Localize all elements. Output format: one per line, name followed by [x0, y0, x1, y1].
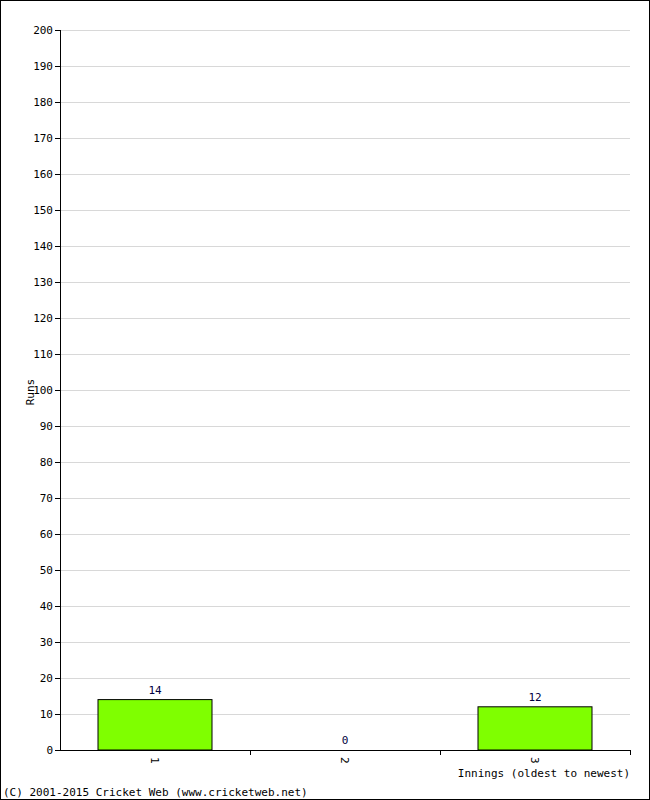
y-tick-label: 190: [33, 60, 53, 73]
y-tick-label: 130: [33, 276, 53, 289]
x-tick-label: 1: [148, 757, 161, 764]
y-tick: [55, 534, 60, 535]
grid-line: [60, 606, 630, 607]
y-tick-label: 170: [33, 132, 53, 145]
bar: [98, 700, 212, 750]
y-tick: [55, 426, 60, 427]
y-tick: [55, 174, 60, 175]
y-tick: [55, 750, 60, 751]
grid-line: [60, 138, 630, 139]
grid-line: [60, 570, 630, 571]
y-tick-label: 70: [40, 492, 53, 505]
grid-line: [60, 246, 630, 247]
y-tick-label: 180: [33, 96, 53, 109]
y-tick-label: 20: [40, 672, 53, 685]
grid-line: [60, 318, 630, 319]
y-tick: [55, 714, 60, 715]
bars: [98, 700, 592, 750]
frame: [1, 1, 650, 800]
x-axis: [60, 750, 630, 751]
chart-svg: 0102030405060708090100110120130140150160…: [0, 0, 650, 800]
y-tick-label: 30: [40, 636, 53, 649]
y-tick-label: 200: [33, 24, 53, 37]
x-axis-title: Innings (oldest to newest): [458, 767, 630, 780]
y-tick-label: 110: [33, 348, 53, 361]
data-label: 0: [342, 734, 349, 747]
y-tick-label: 160: [33, 168, 53, 181]
y-tick: [55, 642, 60, 643]
y-tick: [55, 354, 60, 355]
y-tick-label: 150: [33, 204, 53, 217]
y-tick: [55, 210, 60, 211]
y-tick-label: 60: [40, 528, 53, 541]
grid-line: [60, 102, 630, 103]
grid-line: [60, 390, 630, 391]
grid-line: [60, 462, 630, 463]
x-tick-label: 3: [528, 757, 541, 764]
y-tick-label: 90: [40, 420, 53, 433]
grid-line: [60, 66, 630, 67]
chart-container: 0102030405060708090100110120130140150160…: [0, 0, 650, 800]
bar: [478, 707, 592, 750]
grid-line: [60, 642, 630, 643]
grid-line: [60, 30, 630, 31]
y-tick: [55, 282, 60, 283]
x-tick-label: 2: [338, 757, 351, 764]
grid-line: [60, 174, 630, 175]
copyright-note: (C) 2001-2015 Cricket Web (www.cricketwe…: [3, 786, 308, 799]
y-tick: [55, 246, 60, 247]
y-tick-label: 80: [40, 456, 53, 469]
grid-line: [60, 750, 630, 751]
x-tick: [440, 750, 441, 755]
data-label: 12: [528, 691, 541, 704]
grid-line: [60, 210, 630, 211]
x-tick: [630, 750, 631, 755]
x-tick: [250, 750, 251, 755]
y-tick: [55, 678, 60, 679]
grid-line: [60, 426, 630, 427]
y-tick: [55, 318, 60, 319]
y-axis-title: Runs: [24, 379, 37, 406]
grid-line: [60, 678, 630, 679]
y-tick-label: 10: [40, 708, 53, 721]
y-tick-label: 40: [40, 600, 53, 613]
data-label: 14: [148, 684, 162, 697]
y-tick-label: 0: [46, 744, 53, 757]
y-tick: [55, 462, 60, 463]
y-axis: [60, 30, 61, 750]
grid-line: [60, 534, 630, 535]
y-tick: [55, 570, 60, 571]
grid-line: [60, 498, 630, 499]
y-tick: [55, 66, 60, 67]
grid-line: [60, 354, 630, 355]
grid-line: [60, 282, 630, 283]
y-tick: [55, 102, 60, 103]
y-tick: [55, 30, 60, 31]
y-tick-label: 120: [33, 312, 53, 325]
y-tick: [55, 498, 60, 499]
y-tick-label: 50: [40, 564, 53, 577]
y-tick: [55, 390, 60, 391]
y-tick: [55, 138, 60, 139]
y-tick-label: 140: [33, 240, 53, 253]
y-tick: [55, 606, 60, 607]
background: [0, 0, 650, 800]
